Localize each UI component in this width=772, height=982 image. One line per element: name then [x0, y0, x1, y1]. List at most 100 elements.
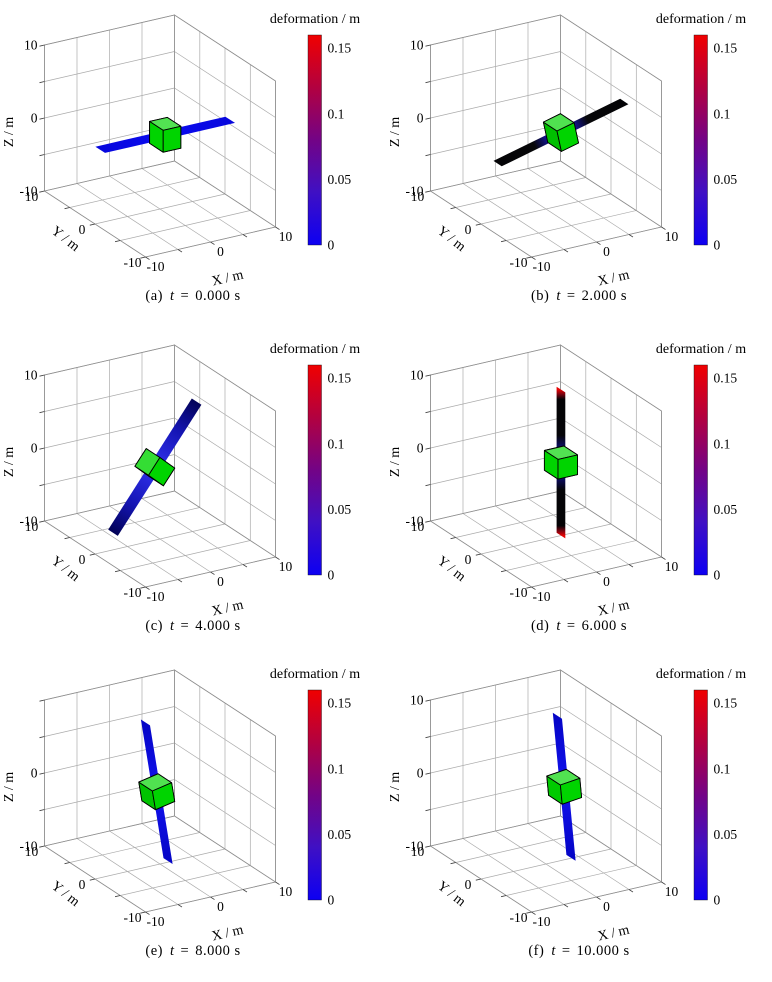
x-tick-label: 10	[665, 559, 679, 574]
x-tick-label: 0	[217, 899, 224, 914]
satellite-body-face	[557, 454, 578, 480]
solar-panel	[560, 791, 576, 861]
axis-ticks	[39, 44, 280, 260]
x-axis-label: X / m	[210, 598, 245, 618]
colorbar-tick-label: 0.05	[328, 502, 352, 517]
subplot-e: -10 -10 -10 0 0 0 10 10 X / m Y / m Z / m deformati…	[0, 655, 386, 982]
colorbar: deformation / m 0.15 0.1 0.05 0	[656, 12, 746, 253]
caption-equals: =	[566, 288, 576, 304]
colorbar: deformation / m 0.15 0.1 0.05 0	[270, 342, 360, 583]
subplot-b: -10 -10 -10 0 0 0 10 10 10 X / m Y / m Z / m deforma…	[386, 0, 772, 330]
satellite-body-face	[556, 122, 579, 152]
satellite	[543, 386, 578, 539]
colorbar-tick-label: 0.15	[328, 696, 352, 711]
z-axis-label: Z / m	[388, 772, 403, 802]
caption-value: 10.000 s	[576, 943, 630, 959]
z-tick-label: -10	[406, 839, 424, 854]
x-tick-label: -10	[533, 259, 551, 274]
caption-variable: t	[169, 943, 175, 959]
y-axis-label: Y / m	[48, 224, 82, 255]
x-axis-label: X / m	[596, 923, 631, 943]
satellite	[493, 98, 629, 167]
z-tick-label: 0	[31, 766, 38, 781]
solar-panel	[552, 712, 568, 783]
colorbar-tick-label: 0.1	[328, 106, 345, 121]
caption-index: (a)	[145, 288, 163, 304]
solar-panel	[140, 719, 161, 788]
axis-box	[43, 14, 277, 258]
caption-index: (d)	[530, 618, 550, 634]
caption-value: 6.000 s	[581, 618, 628, 634]
y-axis-label: Y / m	[48, 879, 82, 910]
caption-value: 2.000 s	[581, 288, 628, 304]
subplot-caption: (d) t = 6.000 s	[531, 618, 627, 635]
colorbar-title: deformation / m	[270, 342, 360, 357]
colorbar-tick-label: 0.05	[714, 502, 738, 517]
solar-panel	[154, 398, 202, 464]
y-axis-label: Y / m	[48, 554, 82, 585]
caption-equals: =	[561, 943, 571, 959]
x-tick-label: -10	[533, 914, 551, 929]
caption-variable: t	[556, 288, 561, 304]
axis-box	[43, 669, 277, 913]
colorbar: deformation / m 0.15 0.1 0.05 0	[270, 12, 360, 253]
colorbar-gradient	[693, 364, 708, 576]
caption-index: (e)	[145, 943, 163, 959]
caption-variable: t	[551, 943, 556, 959]
colorbar-tick-label: 0	[328, 893, 335, 908]
plot-3d: -10 -10 -10 0 0 0 10 10 10 X / m Y / m Z / m deforma…	[2, 342, 360, 618]
x-tick-label: 0	[217, 574, 224, 589]
y-tick-label: -10	[510, 910, 528, 925]
x-axis-label: X / m	[596, 598, 631, 618]
z-tick-label: -10	[406, 514, 424, 529]
colorbar-gradient	[693, 689, 708, 901]
colorbar-tick-label: 0.1	[328, 436, 345, 451]
x-tick-label: -10	[147, 914, 165, 929]
z-tick-label: 10	[410, 368, 424, 383]
caption-equals: =	[566, 618, 576, 634]
x-axis-label: X / m	[210, 268, 245, 288]
colorbar-tick-label: 0	[714, 893, 721, 908]
colorbar-tick-label: 0.05	[714, 827, 738, 842]
x-tick-label: -10	[147, 589, 165, 604]
z-tick-label: 10	[24, 368, 38, 383]
z-tick-label: 10	[410, 693, 424, 708]
x-tick-label: 10	[279, 229, 293, 244]
caption-value: 0.000 s	[195, 288, 241, 304]
axis-ticks	[425, 374, 666, 590]
subplot-d: -10 -10 -10 0 0 0 10 10 10 X / m Y / m Z / m deforma…	[386, 330, 772, 655]
colorbar-title: deformation / m	[656, 342, 746, 357]
subplot-caption: (b) t = 2.000 s	[531, 288, 627, 305]
plot-3d: -10 -10 -10 0 0 0 10 10 X / m Y / m Z / m deformati…	[2, 667, 360, 943]
axis-ticks	[425, 699, 666, 915]
x-tick-label: 0	[603, 899, 610, 914]
solar-panel	[95, 133, 164, 153]
solar-panel	[167, 116, 235, 137]
colorbar-tick-label: 0.15	[328, 41, 352, 56]
x-tick-label: -10	[533, 589, 551, 604]
plot-3d: -10 -10 -10 0 0 0 10 10 10 X / m Y / m Z / m deforma…	[388, 667, 746, 943]
x-tick-label: 0	[217, 244, 224, 259]
subplot-caption: (c) t = 4.000 s	[145, 618, 240, 635]
colorbar-tick-label: 0.15	[714, 41, 738, 56]
y-tick-label: -10	[124, 585, 142, 600]
colorbar-tick-label: 0.05	[328, 172, 352, 187]
x-axis-label: X / m	[210, 923, 245, 943]
colorbar-tick-label: 0	[714, 568, 721, 583]
z-axis-label: Z / m	[388, 117, 403, 147]
y-tick-label: 0	[465, 222, 472, 237]
y-axis-label: Y / m	[434, 554, 468, 585]
colorbar-title: deformation / m	[656, 12, 746, 27]
colorbar-title: deformation / m	[270, 667, 360, 682]
colorbar-tick-label: 0.1	[714, 436, 731, 451]
satellite	[108, 398, 202, 536]
axis-box	[429, 14, 663, 258]
satellite	[95, 116, 235, 153]
caption-value: 8.000 s	[195, 943, 241, 959]
y-tick-label: 0	[79, 877, 86, 892]
satellite-body-face	[162, 125, 182, 153]
solar-panel	[563, 98, 629, 132]
subplot-caption: (f) t = 10.000 s	[528, 943, 629, 960]
colorbar-tick-label: 0	[714, 238, 721, 253]
colorbar-title: deformation / m	[270, 12, 360, 27]
